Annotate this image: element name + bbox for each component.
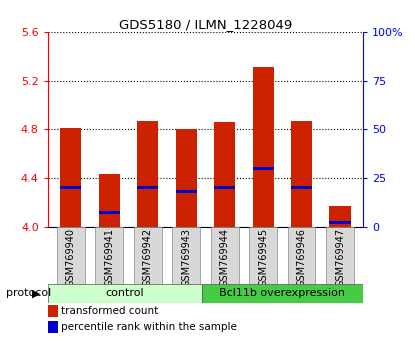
- Bar: [176, 190, 197, 193]
- Bar: [137, 186, 158, 189]
- FancyBboxPatch shape: [134, 227, 161, 285]
- FancyBboxPatch shape: [57, 227, 85, 285]
- Text: GSM769947: GSM769947: [335, 228, 345, 287]
- Text: percentile rank within the sample: percentile rank within the sample: [61, 322, 237, 332]
- FancyBboxPatch shape: [211, 227, 239, 285]
- Bar: [60, 186, 81, 189]
- Text: ▶: ▶: [32, 289, 41, 298]
- FancyBboxPatch shape: [95, 227, 123, 285]
- FancyBboxPatch shape: [288, 227, 315, 285]
- Text: GSM769940: GSM769940: [66, 228, 76, 287]
- Bar: [99, 211, 120, 215]
- FancyBboxPatch shape: [202, 284, 363, 303]
- Bar: [137, 121, 158, 227]
- Text: GSM769945: GSM769945: [258, 228, 268, 287]
- Bar: [330, 221, 351, 224]
- Bar: [99, 174, 120, 227]
- FancyBboxPatch shape: [326, 227, 354, 285]
- Bar: [214, 186, 235, 189]
- Text: GSM769941: GSM769941: [104, 228, 114, 287]
- Bar: [214, 122, 235, 227]
- Title: GDS5180 / ILMN_1228049: GDS5180 / ILMN_1228049: [119, 18, 292, 31]
- Text: GSM769942: GSM769942: [143, 228, 153, 287]
- Text: GSM769943: GSM769943: [181, 228, 191, 287]
- Bar: [330, 206, 351, 227]
- Text: GSM769946: GSM769946: [297, 228, 307, 287]
- Bar: [60, 128, 81, 227]
- FancyBboxPatch shape: [172, 227, 200, 285]
- Bar: [291, 186, 312, 189]
- Bar: [253, 167, 274, 170]
- Text: control: control: [105, 289, 144, 298]
- Bar: [176, 129, 197, 227]
- Bar: [291, 121, 312, 227]
- Text: Bcl11b overexpression: Bcl11b overexpression: [220, 289, 345, 298]
- Text: GSM769944: GSM769944: [220, 228, 229, 287]
- FancyBboxPatch shape: [249, 227, 277, 285]
- FancyBboxPatch shape: [48, 284, 202, 303]
- Text: protocol: protocol: [6, 289, 51, 298]
- Bar: [253, 67, 274, 227]
- Text: transformed count: transformed count: [61, 306, 159, 316]
